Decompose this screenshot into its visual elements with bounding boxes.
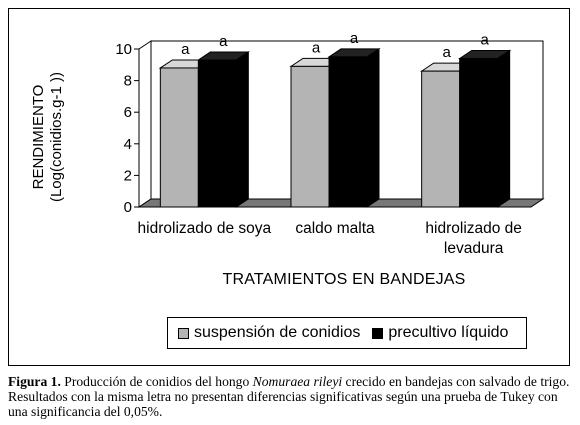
bar-letter-label: a: [219, 33, 228, 50]
bar-side-face: [235, 51, 249, 208]
legend-item-suspension: suspensión de conidios: [178, 324, 360, 342]
bar-letter-label: a: [442, 44, 451, 61]
bar-letter-label: a: [350, 30, 359, 47]
plot-side-wall: [138, 40, 152, 208]
legend-item-precultivo: precultivo líquido: [372, 324, 508, 342]
bar: [197, 59, 237, 208]
y-tick-label: 4: [124, 136, 132, 153]
legend-label-suspension: suspensión de conidios: [194, 324, 361, 341]
caption-label: Figura 1.: [8, 374, 61, 389]
legend: suspensión de conidios precultivo líquid…: [167, 317, 527, 349]
x-tick-label: caldo malta: [295, 220, 375, 237]
bar-letter-label: a: [480, 31, 489, 48]
bar: [159, 67, 199, 208]
figure-frame: 0 2 4 6 8 10 a a hidrolizado de soya a a caldo malt…: [8, 8, 570, 366]
y-tick-label: 6: [124, 104, 132, 121]
bar: [421, 70, 461, 208]
bar: [290, 65, 330, 208]
y-tick-label: 0: [124, 199, 132, 216]
x-axis-title: TRATAMIENTOS EN BANDEJAS: [222, 271, 466, 288]
legend-swatch-suspension: [178, 327, 189, 339]
x-tick-label: hidrolizado de: [425, 220, 522, 237]
bar: [459, 57, 499, 208]
x-tick-label: hidrolizado de soya: [138, 220, 272, 237]
legend-label-precultivo: precultivo líquido: [388, 324, 509, 341]
y-axis-title-line-2: (Log(conidios.g-1 )): [48, 71, 65, 203]
bar-letter-label: a: [181, 41, 190, 58]
y-tick-label: 2: [124, 167, 132, 184]
y-tick-label: 10: [115, 41, 132, 58]
caption-text-before: Producción de conidios del hongo: [60, 374, 253, 389]
figure-caption: Figura 1. Producción de conidios del hon…: [8, 374, 574, 419]
x-tick-label: levadura: [444, 240, 504, 257]
bar-chart: 0 2 4 6 8 10 a a hidrolizado de soya a a caldo malt…: [115, 30, 545, 257]
bar-letter-label: a: [312, 39, 321, 56]
caption-species: Nomuraea rileyi: [252, 374, 343, 389]
y-axis-title: RENDIMIENTO (Log(conidios.g-1 )): [19, 57, 77, 217]
bar-side-face: [366, 47, 380, 208]
caption-text-after: crecido en bandejas con salvado de trigo…: [8, 374, 570, 419]
y-tick-label: 8: [124, 73, 132, 90]
bar-side-face: [497, 49, 511, 208]
y-axis-title-line-1: RENDIMIENTO: [30, 84, 47, 190]
bar: [328, 56, 368, 208]
legend-swatch-precultivo: [372, 327, 384, 339]
